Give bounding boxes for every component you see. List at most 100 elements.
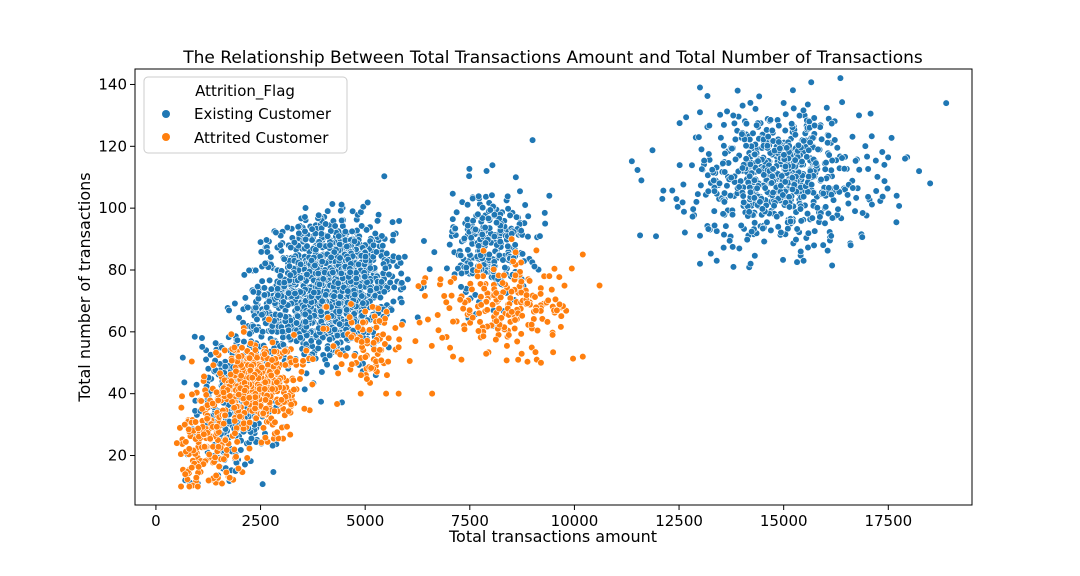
point-attrited-customer xyxy=(440,292,448,300)
point-existing-customer xyxy=(376,293,384,302)
point-attrited-customer xyxy=(259,424,268,432)
legend-box xyxy=(143,76,348,154)
point-existing-customer xyxy=(301,213,309,221)
point-existing-customer xyxy=(465,172,473,180)
point-attrited-customer xyxy=(537,290,545,298)
point-existing-customer xyxy=(942,99,950,107)
point-existing-customer xyxy=(773,213,781,221)
point-attrited-customer xyxy=(532,246,540,254)
point-existing-customer xyxy=(322,291,330,299)
point-existing-customer xyxy=(788,120,796,128)
point-attrited-customer xyxy=(200,372,208,381)
point-existing-customer xyxy=(847,241,855,249)
point-attrited-customer xyxy=(361,353,369,361)
point-attrited-customer xyxy=(267,371,275,379)
point-existing-customer xyxy=(696,83,704,92)
point-existing-customer xyxy=(518,250,527,258)
point-attrited-customer xyxy=(246,418,254,427)
point-existing-customer xyxy=(742,120,751,128)
point-existing-customer xyxy=(851,207,859,215)
point-existing-customer xyxy=(781,178,789,186)
point-existing-customer xyxy=(484,214,493,223)
point-existing-customer xyxy=(499,256,507,264)
point-attrited-customer xyxy=(428,342,436,350)
point-existing-customer xyxy=(792,236,800,244)
point-attrited-customer xyxy=(261,378,269,386)
point-existing-customer xyxy=(827,166,835,174)
point-existing-customer xyxy=(696,232,704,240)
point-existing-customer xyxy=(389,297,398,306)
point-existing-customer xyxy=(704,225,712,233)
point-existing-customer xyxy=(395,254,403,262)
point-existing-customer xyxy=(521,201,529,209)
point-attrited-customer xyxy=(523,358,532,366)
point-existing-customer xyxy=(872,187,880,195)
point-attrited-customer xyxy=(495,304,503,313)
point-existing-customer xyxy=(769,189,777,197)
point-attrited-customer xyxy=(511,271,519,280)
point-attrited-customer xyxy=(499,279,507,287)
point-existing-customer xyxy=(349,207,357,215)
point-existing-customer xyxy=(263,303,271,311)
point-attrited-customer xyxy=(509,257,517,265)
point-existing-customer xyxy=(490,232,498,241)
point-attrited-customer xyxy=(579,352,587,361)
point-attrited-customer xyxy=(442,298,450,306)
point-attrited-customer xyxy=(195,463,203,471)
point-existing-customer xyxy=(541,220,549,228)
point-existing-customer xyxy=(783,144,791,152)
point-existing-customer xyxy=(327,227,335,235)
point-existing-customer xyxy=(348,227,356,235)
point-existing-customer xyxy=(322,220,330,228)
point-existing-customer xyxy=(637,176,645,184)
y-tick-label: 20 xyxy=(108,447,127,465)
point-existing-customer xyxy=(541,209,549,217)
point-attrited-customer xyxy=(289,376,297,384)
point-attrited-customer xyxy=(221,436,229,444)
point-attrited-customer xyxy=(177,404,185,412)
point-existing-customer xyxy=(485,250,493,259)
point-attrited-customer xyxy=(338,360,346,368)
point-existing-customer xyxy=(697,145,706,153)
point-existing-customer xyxy=(719,159,727,167)
point-attrited-customer xyxy=(235,391,243,399)
point-existing-customer xyxy=(807,78,815,86)
point-attrited-customer xyxy=(236,412,244,421)
point-existing-customer xyxy=(363,226,371,234)
point-existing-customer xyxy=(388,218,397,226)
point-existing-customer xyxy=(302,235,310,243)
point-existing-customer xyxy=(849,184,857,192)
point-attrited-customer xyxy=(384,358,392,366)
point-existing-customer xyxy=(828,119,836,128)
point-attrited-customer xyxy=(181,470,189,478)
point-existing-customer xyxy=(868,200,876,209)
point-existing-customer xyxy=(852,157,860,165)
point-attrited-customer xyxy=(227,330,235,338)
point-attrited-customer xyxy=(261,385,269,393)
x-axis-label: Total transactions amount xyxy=(448,527,657,546)
point-existing-customer xyxy=(840,165,848,173)
point-existing-customer xyxy=(326,351,334,359)
point-existing-customer xyxy=(796,205,805,213)
point-existing-customer xyxy=(198,343,206,351)
point-attrited-customer xyxy=(474,327,483,335)
point-existing-customer xyxy=(252,326,260,334)
point-existing-customer xyxy=(861,142,869,150)
point-existing-customer xyxy=(808,214,816,222)
point-existing-customer xyxy=(742,142,750,150)
point-attrited-customer xyxy=(194,424,202,433)
point-attrited-customer xyxy=(258,363,266,372)
point-attrited-customer xyxy=(226,474,234,482)
point-attrited-customer xyxy=(268,385,276,393)
point-attrited-customer xyxy=(283,423,291,431)
point-existing-customer xyxy=(276,272,284,280)
point-attrited-customer xyxy=(268,356,276,364)
point-existing-customer xyxy=(810,241,818,250)
point-existing-customer xyxy=(742,155,750,163)
point-existing-customer xyxy=(713,257,721,265)
point-existing-customer xyxy=(831,136,839,144)
point-existing-customer xyxy=(695,133,703,141)
point-existing-customer xyxy=(307,337,315,345)
point-attrited-customer xyxy=(555,300,564,309)
point-existing-customer xyxy=(872,156,880,165)
